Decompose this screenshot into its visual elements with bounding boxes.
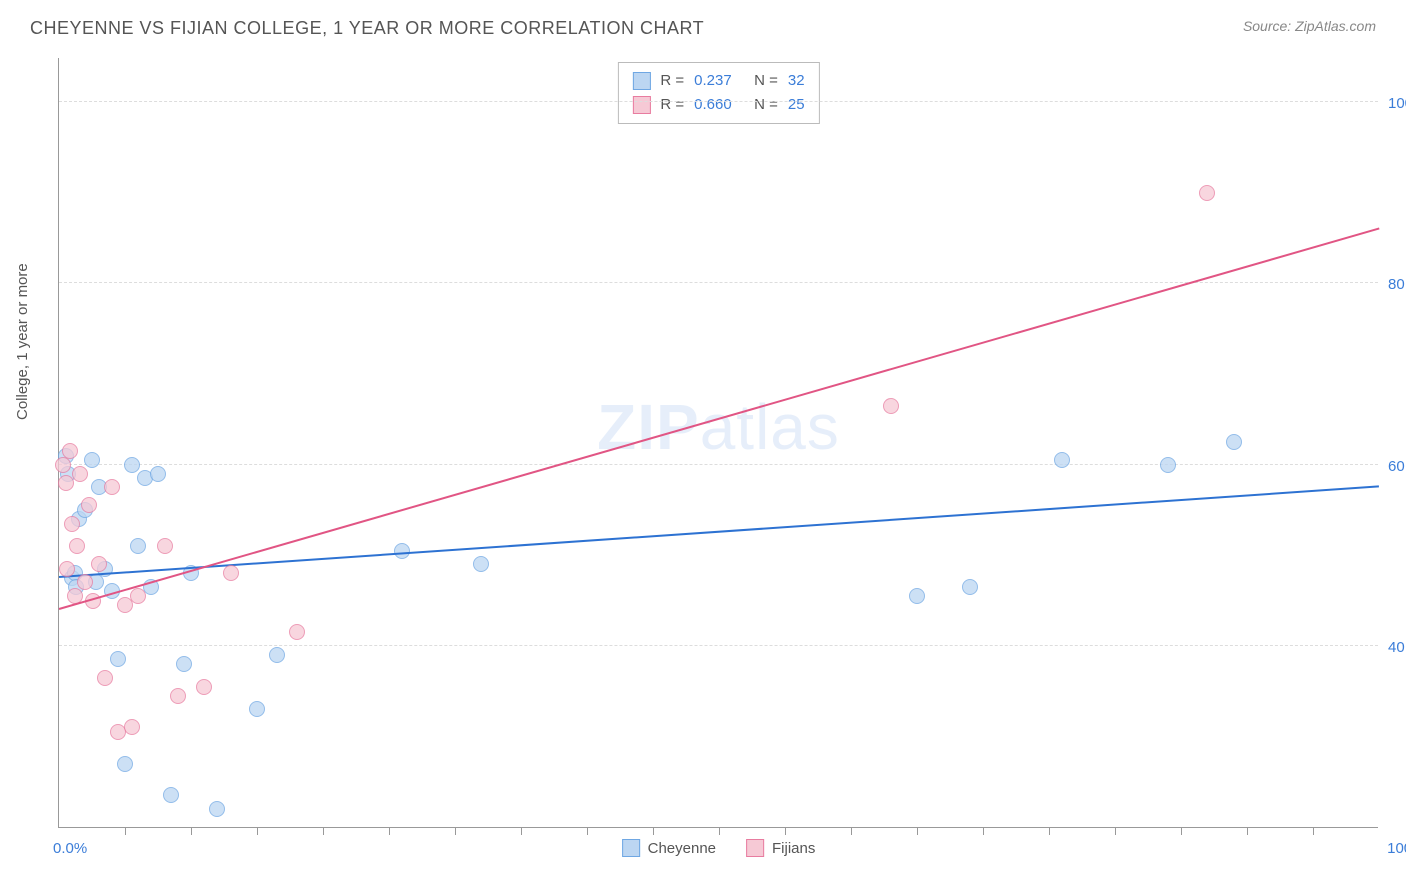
data-point: [249, 701, 265, 717]
y-tick-label: 80.0%: [1388, 276, 1406, 293]
stats-row: R = 0.237 N = 32: [632, 69, 804, 93]
data-point: [223, 565, 239, 581]
gridline: [59, 645, 1378, 646]
data-point: [394, 543, 410, 559]
data-point: [1199, 185, 1215, 201]
x-min-label: 0.0%: [53, 840, 87, 857]
n-label: N =: [754, 93, 778, 117]
legend-item: Cheyenne: [622, 839, 716, 857]
legend-label: Cheyenne: [648, 840, 716, 857]
data-point: [473, 556, 489, 572]
r-label: R =: [660, 69, 684, 93]
trend-line: [59, 485, 1379, 578]
data-point: [124, 457, 140, 473]
x-tick: [587, 827, 588, 835]
x-max-label: 100.0%: [1387, 840, 1406, 857]
data-point: [269, 647, 285, 663]
series-legend: Cheyenne Fijians: [622, 839, 816, 857]
trend-line: [59, 227, 1380, 609]
data-point: [58, 475, 74, 491]
watermark: ZIPatlas: [597, 390, 840, 464]
data-point: [1054, 452, 1070, 468]
data-point: [909, 588, 925, 604]
x-tick: [191, 827, 192, 835]
legend-item: Fijians: [746, 839, 815, 857]
data-point: [130, 538, 146, 554]
x-tick: [653, 827, 654, 835]
data-point: [1226, 434, 1242, 450]
y-axis-label: College, 1 year or more: [14, 263, 31, 420]
data-point: [196, 679, 212, 695]
n-label: N =: [754, 69, 778, 93]
r-value: 0.237: [694, 69, 744, 93]
gridline: [59, 464, 1378, 465]
data-point: [176, 656, 192, 672]
data-point: [124, 719, 140, 735]
data-point: [104, 479, 120, 495]
data-point: [289, 624, 305, 640]
chart-title: CHEYENNE VS FIJIAN COLLEGE, 1 YEAR OR MO…: [30, 18, 704, 39]
legend-swatch: [632, 72, 650, 90]
source-attribution: Source: ZipAtlas.com: [1243, 18, 1376, 34]
r-label: R =: [660, 93, 684, 117]
x-tick: [1313, 827, 1314, 835]
data-point: [110, 651, 126, 667]
data-point: [59, 561, 75, 577]
chart-plot-area: ZIPatlas R =0.237N =32R =0.660N =25 Chey…: [58, 58, 1378, 828]
data-point: [62, 443, 78, 459]
data-point: [84, 452, 100, 468]
data-point: [130, 588, 146, 604]
data-point: [163, 787, 179, 803]
legend-swatch: [632, 96, 650, 114]
data-point: [157, 538, 173, 554]
x-tick: [389, 827, 390, 835]
data-point: [1160, 457, 1176, 473]
y-tick-label: 60.0%: [1388, 458, 1406, 475]
x-tick: [1181, 827, 1182, 835]
x-tick: [1247, 827, 1248, 835]
data-point: [81, 497, 97, 513]
y-tick-label: 100.0%: [1388, 95, 1406, 112]
data-point: [150, 466, 166, 482]
n-value: 32: [788, 69, 805, 93]
y-tick-label: 40.0%: [1388, 639, 1406, 656]
gridline: [59, 101, 1378, 102]
data-point: [69, 538, 85, 554]
x-tick: [1115, 827, 1116, 835]
data-point: [72, 466, 88, 482]
data-point: [962, 579, 978, 595]
x-tick: [521, 827, 522, 835]
gridline: [59, 282, 1378, 283]
x-tick: [1049, 827, 1050, 835]
data-point: [77, 574, 93, 590]
data-point: [97, 670, 113, 686]
data-point: [170, 688, 186, 704]
x-tick: [455, 827, 456, 835]
data-point: [883, 398, 899, 414]
data-point: [117, 756, 133, 772]
legend-swatch: [746, 839, 764, 857]
x-tick: [851, 827, 852, 835]
n-value: 25: [788, 93, 805, 117]
x-tick: [785, 827, 786, 835]
legend-label: Fijians: [772, 840, 815, 857]
data-point: [209, 801, 225, 817]
x-tick: [719, 827, 720, 835]
x-tick: [917, 827, 918, 835]
r-value: 0.660: [694, 93, 744, 117]
stats-row: R = 0.660 N = 25: [632, 93, 804, 117]
data-point: [64, 516, 80, 532]
x-tick: [125, 827, 126, 835]
data-point: [91, 556, 107, 572]
x-tick: [257, 827, 258, 835]
x-tick: [983, 827, 984, 835]
legend-swatch: [622, 839, 640, 857]
x-tick: [323, 827, 324, 835]
stats-legend-box: R = 0.237 N = 32 R = 0.660 N = 25: [617, 62, 819, 124]
